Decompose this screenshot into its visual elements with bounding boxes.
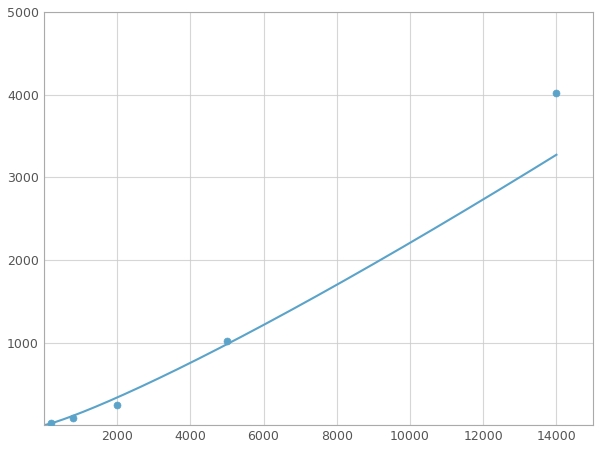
Point — [68, 414, 78, 421]
Point — [112, 401, 122, 408]
Point — [551, 90, 561, 97]
Point — [46, 419, 56, 426]
Point — [222, 338, 232, 345]
